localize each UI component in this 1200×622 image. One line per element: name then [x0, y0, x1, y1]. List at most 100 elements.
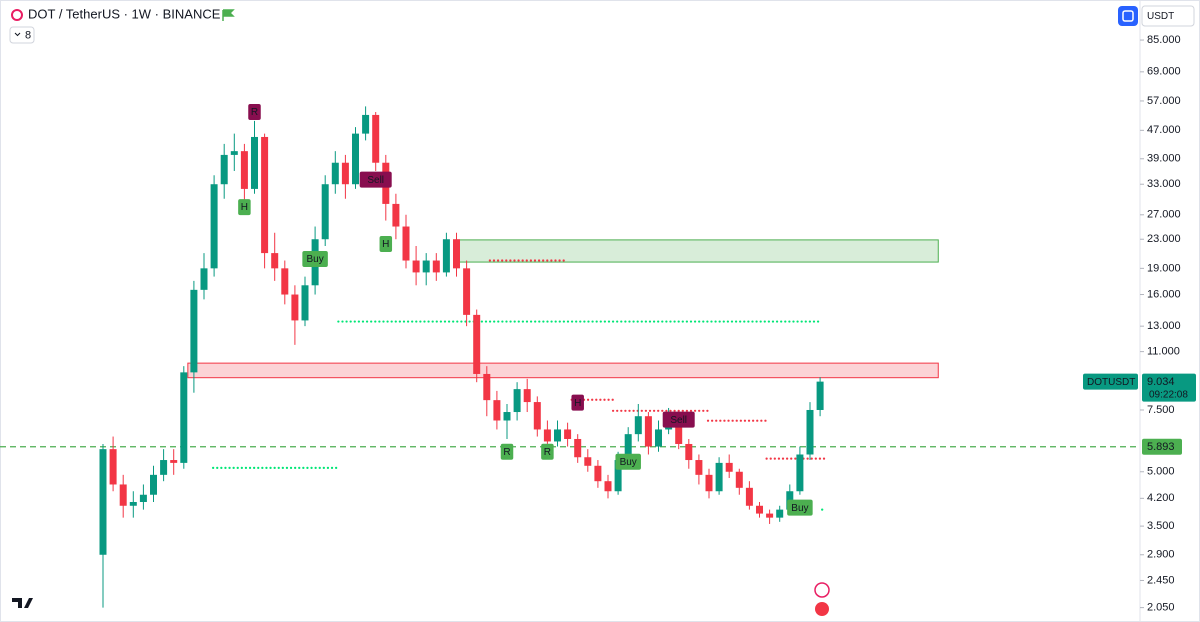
- indicators-toggle[interactable]: [9, 26, 35, 44]
- y-tick-label: 2.050: [1147, 602, 1175, 614]
- zone: [187, 362, 939, 379]
- candle-body: [584, 457, 592, 466]
- candle-body: [372, 114, 380, 163]
- signal-label: Buy: [791, 503, 808, 514]
- y-tick-label: 39.000: [1147, 153, 1181, 165]
- signal-label: H: [382, 239, 389, 250]
- candle-body: [493, 400, 501, 421]
- signal-label: Buy: [306, 254, 323, 265]
- indicator-count: 8: [25, 29, 31, 41]
- signal-label: Sell: [367, 175, 384, 186]
- reference-tag: [1142, 438, 1182, 455]
- signal-badge: [379, 235, 393, 252]
- candle-body: [402, 226, 410, 261]
- currency: USDT: [1147, 11, 1174, 22]
- candle-body: [735, 471, 743, 488]
- candle-body: [634, 416, 642, 435]
- candle-body: [554, 429, 561, 442]
- signal-badge: [541, 443, 554, 460]
- candle-body: [190, 289, 198, 373]
- candle-body: [594, 465, 602, 482]
- y-tick-label: 19.000: [1147, 262, 1181, 274]
- y-tick-label: 85.000: [1147, 34, 1181, 46]
- candle-body: [220, 154, 228, 185]
- signal-label: R: [503, 447, 510, 458]
- candle-body: [109, 449, 117, 485]
- candle-body: [180, 372, 188, 463]
- candle-body: [240, 151, 248, 189]
- y-tick-label: 57.000: [1147, 95, 1181, 107]
- flag-icon[interactable]: [222, 9, 235, 21]
- candle-body: [392, 203, 400, 227]
- candle-body: [725, 462, 733, 472]
- candle-body: [513, 389, 521, 413]
- signal-label: R: [544, 447, 551, 458]
- candle-body: [170, 460, 178, 463]
- candle-body: [523, 389, 531, 403]
- candle-body: [745, 487, 753, 506]
- y-tick-label: 13.000: [1147, 320, 1181, 332]
- signal-label: Sell: [670, 415, 687, 426]
- signal-badge: [787, 499, 813, 516]
- candle-body: [301, 285, 309, 321]
- signal-badge: [238, 199, 251, 216]
- y-tick-label: 3.500: [1147, 520, 1175, 532]
- candle-body: [776, 509, 784, 518]
- candle-body: [261, 136, 269, 254]
- symbol-icon: [11, 9, 23, 21]
- signal-badge: [662, 411, 695, 428]
- y-tick-label: 47.000: [1147, 124, 1181, 136]
- price-tag: [1142, 373, 1196, 402]
- candle-body: [574, 438, 582, 458]
- flag-event-icon[interactable]: [815, 602, 829, 616]
- candle-body: [604, 481, 612, 492]
- candle-body: [806, 409, 814, 455]
- y-tick-label: 27.000: [1147, 209, 1181, 221]
- candle-body: [291, 294, 299, 321]
- candle-body: [453, 239, 460, 269]
- symbol-label: DOTUSDT: [1087, 377, 1135, 388]
- candle-body: [200, 268, 208, 290]
- candle-body: [543, 429, 551, 442]
- candle-body: [624, 434, 632, 461]
- candle-body: [422, 260, 430, 273]
- candle-body: [129, 502, 137, 506]
- candle-body: [271, 253, 279, 269]
- candle-body: [331, 162, 339, 185]
- currency-button[interactable]: [1141, 5, 1195, 27]
- chevron: [14, 32, 21, 37]
- signal-badge: [359, 171, 392, 188]
- reference-label: 5.893: [1147, 441, 1175, 453]
- y-tick-label: 16.000: [1147, 288, 1181, 300]
- candle-body: [715, 462, 723, 492]
- event-icon[interactable]: [814, 582, 830, 598]
- y-tick-label: 2.900: [1147, 549, 1175, 561]
- candle-body: [816, 381, 824, 410]
- candle-body: [281, 268, 289, 295]
- y-tick-label: 69.000: [1147, 66, 1181, 78]
- signal-badge: [571, 394, 584, 411]
- signal-label: H: [241, 202, 248, 213]
- candle-body: [685, 443, 693, 461]
- candle-body: [150, 474, 157, 495]
- candle-body: [139, 494, 147, 503]
- candle-body: [473, 314, 481, 374]
- candle-body: [675, 414, 683, 444]
- candle-body: [442, 239, 450, 273]
- candle-body: [321, 184, 329, 240]
- candle-body: [432, 260, 440, 273]
- candle-body: [533, 402, 541, 430]
- candle-body: [796, 454, 804, 492]
- candle-body: [695, 460, 703, 475]
- candle-body: [564, 429, 572, 439]
- button-icon: [1122, 10, 1134, 22]
- logo: [12, 598, 33, 608]
- auto-scale-button[interactable]: [1118, 6, 1138, 26]
- candle-body: [251, 136, 258, 189]
- y-tick-label: 11.000: [1147, 346, 1180, 358]
- candle-body: [766, 513, 774, 518]
- y-tick-label: 2.450: [1147, 574, 1175, 586]
- candle-body: [341, 162, 349, 185]
- signal-badge: [248, 104, 261, 121]
